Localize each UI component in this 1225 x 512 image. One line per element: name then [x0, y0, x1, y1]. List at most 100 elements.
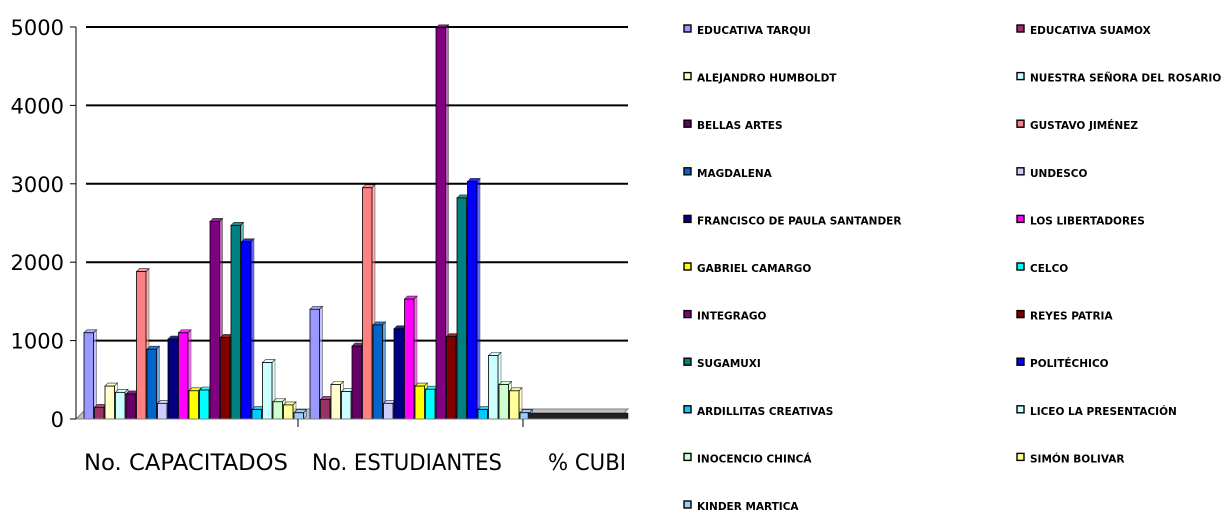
legend-swatch: [1016, 405, 1025, 414]
legend: EDUCATIVA TARQUI EDUCATIVA SUAMOX ALEJANDR…: [683, 24, 1221, 512]
y-tick-label: 4000: [11, 94, 64, 118]
legend-swatch: [1016, 309, 1025, 319]
legend-swatch: [683, 500, 692, 509]
x-category-label: % CUBI: [548, 451, 626, 476]
bar-side-face: [250, 238, 255, 420]
y-tick-label: 1000: [11, 330, 64, 354]
legend-swatch: [1016, 452, 1025, 462]
legend-swatch: [683, 309, 692, 319]
legend-swatch: [1016, 214, 1025, 224]
bar: [241, 241, 252, 420]
legend-swatch: [683, 452, 692, 462]
bar: [230, 224, 241, 420]
legend-swatch: [683, 167, 692, 176]
legend-label: INTEGRAGO: [697, 311, 766, 323]
gridlines: [86, 26, 628, 342]
bar: [309, 308, 320, 420]
bar: [188, 390, 199, 420]
legend-label: FRANCISCO DE PAULA SANTANDER: [697, 215, 901, 227]
legend-label: ARDILLITAS CREATIVAS: [697, 406, 833, 418]
bar: [94, 406, 105, 420]
legend-swatch: [1016, 357, 1025, 366]
bar: [425, 388, 436, 420]
bar: [167, 338, 178, 420]
legend-label: NUESTRA SEÑORA DEL ROSARIO: [1030, 72, 1221, 85]
legend-swatch: [1016, 262, 1025, 271]
bar-side-face: [476, 177, 481, 420]
legend-label: EDUCATIVA SUAMOX: [1030, 25, 1151, 37]
bar: [362, 187, 373, 420]
bar: [351, 345, 362, 420]
bar: [477, 409, 488, 420]
x-category-label: No. CAPACITADOS: [84, 451, 288, 476]
bar: [509, 390, 520, 420]
legend-label: BELLAS ARTES: [697, 120, 783, 132]
legend-swatch: [683, 119, 692, 128]
legend-label: EDUCATIVA TARQUI: [697, 25, 811, 37]
bar: [446, 336, 457, 420]
legend-label: INOCENCIO CHINCÁ: [697, 452, 812, 465]
bar: [136, 271, 147, 420]
bar: [372, 324, 383, 420]
legend-label: SIMÓN BOLIVAR: [1030, 452, 1124, 465]
legend-swatch: [683, 214, 692, 224]
y-tick-label: 3000: [11, 173, 64, 197]
bar: [320, 398, 331, 420]
legend-swatch: [683, 24, 692, 33]
bar: [414, 385, 425, 420]
axes: [70, 26, 628, 427]
y-tick-labels: 0 1000 2000 3000 4000 5000: [11, 16, 64, 432]
legend-label: KINDER MARTICA: [697, 501, 799, 512]
bar: [272, 401, 283, 420]
legend-label: LOS LIBERTADORES: [1030, 215, 1145, 227]
bars-group: [83, 24, 629, 420]
bar: [199, 389, 210, 420]
legend-label: GUSTAVO JIMÉNEZ: [1030, 119, 1138, 132]
bar: [220, 337, 231, 420]
legend-label: REYES PATRIA: [1030, 311, 1113, 323]
bar: [209, 221, 220, 420]
legend-label: POLITÉCHICO: [1030, 357, 1109, 370]
x-category-label: No. ESTUDIANTES: [312, 451, 502, 476]
bar: [456, 197, 467, 420]
legend-swatch: [1016, 119, 1025, 128]
bar: [467, 181, 478, 420]
y-tick-label: 2000: [11, 251, 64, 275]
bar-zero-strip: [527, 412, 629, 420]
bar: [498, 384, 509, 420]
bar: [178, 332, 189, 420]
x-category-labels: No. CAPACITADOS No. ESTUDIANTES % CUBI: [84, 451, 626, 476]
bar: [146, 348, 157, 420]
legend-swatch: [1016, 24, 1025, 33]
bar: [383, 402, 394, 420]
bar: [435, 27, 446, 420]
legend-swatch: [683, 357, 692, 366]
bar: [115, 391, 126, 420]
bar: [293, 412, 304, 420]
legend-swatch: [683, 405, 692, 414]
legend-label: ALEJANDRO HUMBOLDT: [697, 73, 837, 85]
legend-swatch: [1016, 167, 1025, 176]
legend-label: GABRIEL CAMARGO: [697, 263, 811, 275]
bar: [283, 404, 294, 420]
bar: [330, 384, 341, 420]
legend-label: MAGDALENA: [697, 168, 773, 180]
bar: [488, 355, 499, 420]
legend-swatch: [683, 71, 692, 81]
y-tick-label: 5000: [11, 16, 64, 40]
bar: [393, 328, 404, 420]
bar: [157, 402, 168, 420]
legend-swatch: [1016, 71, 1025, 81]
legend-label: UNDESCO: [1030, 168, 1087, 180]
legend-label: CELCO: [1030, 263, 1068, 275]
y-tick-label: 0: [51, 408, 64, 432]
bar: [125, 393, 136, 420]
bar: [341, 391, 352, 420]
bar: [251, 409, 262, 420]
legend-label: LICEO LA PRESENTACIÓN: [1030, 405, 1177, 418]
bar: [104, 385, 115, 420]
bar: [83, 332, 94, 420]
legend-label: SUGAMUXI: [697, 358, 761, 370]
legend-swatch: [683, 262, 692, 271]
